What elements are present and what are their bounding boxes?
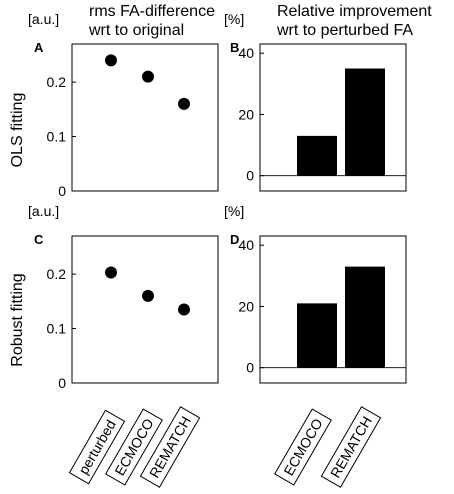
panel-c-category-box-perturbed bbox=[68, 409, 126, 485]
panel-b-axes-box bbox=[259, 43, 407, 192]
panel-d-ytick-label-2: 40 bbox=[238, 237, 254, 253]
panel-c-category-perturbed: perturbed bbox=[68, 409, 126, 485]
panel-a-unit-label: [a.u.] bbox=[28, 11, 59, 27]
panel-b-unit-label: [%] bbox=[224, 11, 244, 27]
row-label-robust: Robust fitting bbox=[9, 273, 26, 366]
panel-b-ytick-label-1: 20 bbox=[238, 106, 254, 122]
panel-a-axes-box bbox=[71, 43, 219, 192]
panel-c-ytick-label-2: 0.2 bbox=[47, 266, 67, 282]
panel-c-ytick-label-0: 0 bbox=[58, 375, 66, 391]
panel-a-ytick-label-1: 0.1 bbox=[47, 129, 67, 145]
panel-d-bar-rematch bbox=[345, 266, 385, 368]
panel-c-point-perturbed bbox=[105, 266, 117, 279]
panel-d-ytick-label-0: 0 bbox=[246, 360, 254, 376]
column-title-right-line2: wrt to perturbed FA bbox=[276, 22, 413, 39]
panel-d-bar-ecmoco bbox=[297, 303, 337, 368]
panel-c-letter: C bbox=[34, 232, 44, 247]
panel-d-category-label-rematch: REMATCH bbox=[327, 413, 375, 480]
panel-a-ytick-label-0: 0 bbox=[58, 183, 66, 199]
panel-c-category-box-ecmoco bbox=[105, 408, 163, 486]
panel-b-bar-rematch bbox=[345, 68, 385, 176]
panel-c-ytick-label-1: 0.1 bbox=[47, 321, 67, 337]
panel-a-letter: A bbox=[34, 40, 44, 55]
column-title-left-line2: wrt to original bbox=[88, 22, 184, 39]
panel-b-bar-ecmoco bbox=[297, 135, 337, 176]
column-title-left-line1: rms FA-difference bbox=[89, 3, 215, 20]
panel-c-point-rematch bbox=[178, 303, 190, 316]
panel-c-unit-label: [a.u.] bbox=[28, 203, 59, 219]
panel-d-axes-box bbox=[259, 235, 407, 384]
panel-c-point-ecmoco bbox=[142, 289, 154, 302]
panel-a-ytick-label-2: 0.2 bbox=[47, 74, 67, 90]
panel-b-letter: B bbox=[230, 40, 239, 55]
panel-b-ytick-label-2: 40 bbox=[238, 45, 254, 61]
panel-d-category-rematch: REMATCH bbox=[320, 406, 382, 488]
panel-d-ytick-label-1: 20 bbox=[238, 298, 254, 314]
row-label-ols: OLS fitting bbox=[9, 93, 26, 168]
column-title-right-line1: Relative improvement bbox=[277, 3, 432, 20]
panel-d-category-box-ecmoco bbox=[274, 408, 332, 486]
panel-a: 0 0.1 0.2 [a.u.] A bbox=[28, 11, 219, 199]
panel-a-point-ecmoco bbox=[142, 70, 154, 83]
panel-d-category-box-rematch bbox=[320, 406, 382, 488]
panel-b: 0 20 40 [%] B bbox=[224, 11, 407, 192]
panel-d-unit-label: [%] bbox=[224, 203, 244, 219]
panel-c-category-box-rematch bbox=[139, 406, 201, 488]
panel-d-letter: D bbox=[230, 232, 239, 247]
panel-a-point-perturbed bbox=[105, 54, 117, 67]
panel-b-ytick-label-0: 0 bbox=[246, 168, 254, 184]
panel-c-axes-box bbox=[71, 235, 219, 384]
panel-a-point-rematch bbox=[178, 97, 190, 110]
